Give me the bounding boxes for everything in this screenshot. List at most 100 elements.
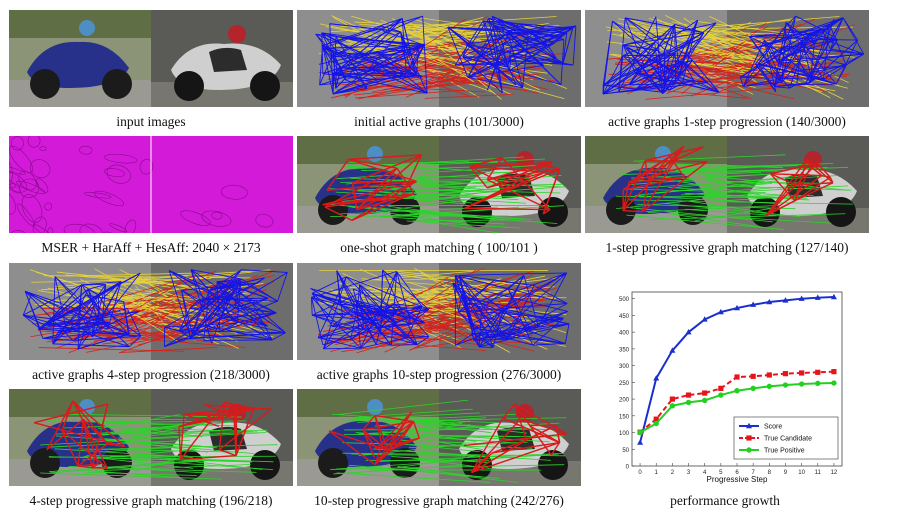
legend-label: True Positive <box>764 448 805 455</box>
panel-1-step-matching: 1-step progressive graph matching (127/1… <box>585 136 869 255</box>
data-point <box>718 392 724 398</box>
panel-caption: active graphs 1-step progression (140/30… <box>608 114 846 129</box>
panel-caption: one-shot graph matching ( 100/101 ) <box>340 240 538 255</box>
performance-chart-svg: 0 50 100 150 200 250 300 350 400 450 500 0 1 2 3 4 5 6 7 8 9… <box>619 291 843 484</box>
x-tick-label: 10 <box>798 470 805 476</box>
data-point <box>637 429 643 436</box>
data-point <box>746 422 752 429</box>
data-point <box>685 399 692 406</box>
panel-input-images: input images <box>9 10 293 129</box>
data-point <box>782 371 789 377</box>
data-point <box>798 295 805 301</box>
legend-label: Score <box>764 424 782 431</box>
panel-feature-detection: MSER + HarAff + HesAff: 2040 × 2173 <box>9 136 293 255</box>
data-point <box>637 439 644 445</box>
x-tick-label: 2 <box>671 470 675 476</box>
panel-caption: active graphs 10-step progression (276/3… <box>316 367 562 382</box>
panel-caption: 1-step progressive graph matching (127/1… <box>605 240 849 255</box>
y-tick-label: 150 <box>619 414 630 420</box>
data-point <box>798 381 805 387</box>
y-tick-label: 50 <box>622 448 629 454</box>
performance-chart: 0 50 100 150 200 250 300 350 400 450 500 0 1 2 3 4 5 6 7 8 9… <box>604 286 850 496</box>
data-point <box>734 374 740 380</box>
matching-figure <box>297 136 581 233</box>
data-point <box>669 403 676 409</box>
data-point <box>750 373 756 379</box>
panel-one-shot-matching: one-shot graph matching ( 100/101 ) <box>297 136 581 255</box>
data-point <box>669 347 676 353</box>
data-point <box>653 420 659 427</box>
panel-caption: initial active graphs (101/3000) <box>354 114 524 129</box>
y-tick-label: 300 <box>619 364 630 370</box>
panel-caption: 4-step progressive graph matching (196/2… <box>29 493 273 508</box>
input-images-figure <box>9 10 293 107</box>
x-tick-label: 9 <box>784 470 788 476</box>
x-tick-label: 5 <box>719 470 723 476</box>
panel-active-graphs-1-step: active graphs 1-step progression (140/30… <box>585 10 869 129</box>
y-tick-label: 200 <box>619 398 630 404</box>
panel-caption: active graphs 4-step progression (218/30… <box>32 367 270 382</box>
data-point <box>746 435 752 441</box>
data-point <box>750 385 756 392</box>
panel-active-graphs-10-step: active graphs 10-step progression (276/3… <box>297 263 581 382</box>
data-point <box>734 388 740 394</box>
data-point <box>685 392 692 398</box>
x-tick-label: 3 <box>687 470 691 476</box>
data-point <box>746 447 752 453</box>
data-point <box>815 369 821 375</box>
panel-4-step-matching: 4-step progressive graph matching (196/2… <box>9 389 293 508</box>
chart-caption: performance growth <box>670 493 780 508</box>
data-point <box>766 298 773 305</box>
data-point <box>702 390 708 396</box>
y-tick-label: 350 <box>619 347 630 353</box>
panel-active-graphs-4-step: active graphs 4-step progression (218/30… <box>9 263 293 382</box>
graph-figure <box>297 263 581 360</box>
data-point <box>701 316 708 322</box>
data-point <box>766 372 772 378</box>
x-tick-label: 11 <box>815 470 822 476</box>
y-tick-label: 450 <box>619 314 630 320</box>
data-point <box>734 304 740 311</box>
panel-initial-active-graphs: initial active graphs (101/3000) <box>297 10 581 129</box>
legend-label: True Candidate <box>764 436 812 443</box>
x-tick-label: 6 <box>735 470 739 476</box>
y-tick-label: 400 <box>619 331 630 337</box>
y-tick-label: 500 <box>619 297 630 303</box>
data-point <box>750 301 757 307</box>
x-tick-label: 12 <box>831 470 838 476</box>
data-point <box>799 370 805 376</box>
data-point <box>831 369 837 375</box>
data-point <box>815 380 821 387</box>
panel-caption: MSER + HarAff + HesAff: 2040 × 2173 <box>41 240 261 255</box>
matching-figure <box>297 389 581 486</box>
x-tick-label: 0 <box>638 470 642 476</box>
data-point <box>782 382 789 388</box>
data-point <box>653 375 660 381</box>
data-point <box>685 328 692 335</box>
features-figure <box>9 136 293 233</box>
panel-caption: 10-step progressive graph matching (242/… <box>314 493 564 508</box>
x-axis-label: Progressive Step <box>707 475 768 484</box>
x-tick-label: 4 <box>703 470 707 476</box>
data-point <box>814 294 821 300</box>
y-tick-label: 250 <box>619 381 630 387</box>
data-point <box>830 293 837 300</box>
panel-caption: input images <box>116 114 186 129</box>
y-tick-label: 100 <box>619 431 630 437</box>
matching-figure <box>9 389 293 486</box>
data-point <box>701 397 708 404</box>
data-point <box>717 308 724 315</box>
data-point <box>782 297 789 303</box>
matching-figure <box>585 136 869 233</box>
graph-figure <box>585 10 869 107</box>
panel-10-step-matching: 10-step progressive graph matching (242/… <box>297 389 581 508</box>
graph-figure <box>297 10 581 107</box>
data-point <box>718 385 724 391</box>
x-tick-label: 7 <box>751 470 755 476</box>
data-point <box>766 383 773 390</box>
data-point <box>669 396 675 402</box>
data-point <box>831 380 837 386</box>
y-tick-label: 0 <box>626 465 630 471</box>
data-point <box>653 416 659 422</box>
x-tick-label: 8 <box>768 470 772 476</box>
